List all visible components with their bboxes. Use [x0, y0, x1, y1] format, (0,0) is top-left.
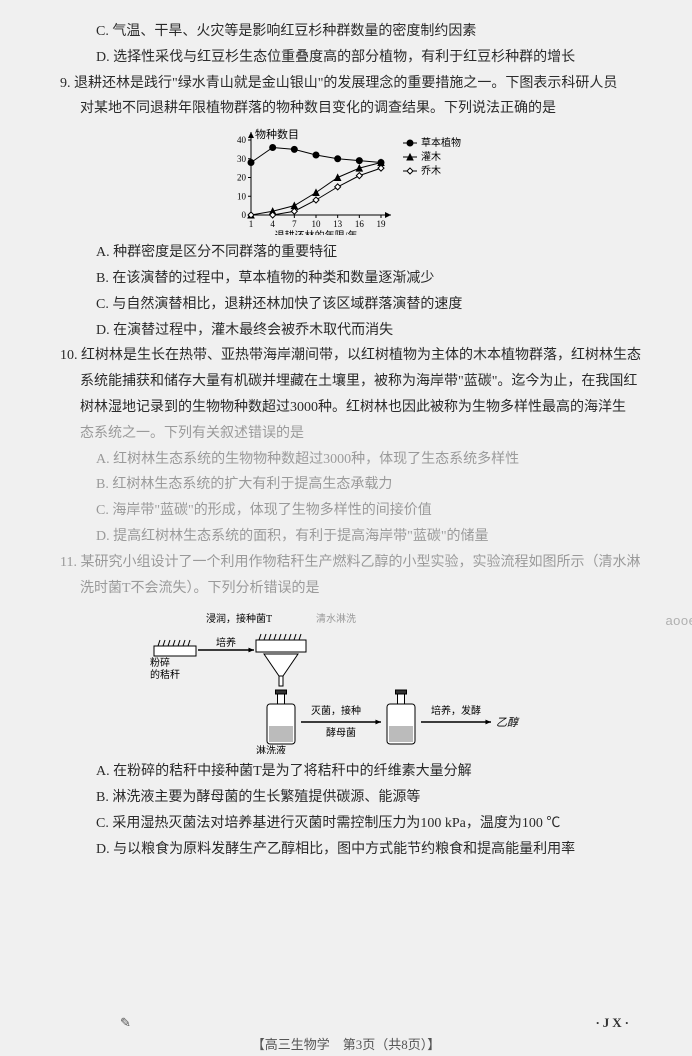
svg-text:16: 16	[355, 219, 365, 229]
q11-opt-d: D. 与以粮食为原料发酵生产乙醇相比，图中方式能节约粮食和提高能量利用率	[40, 838, 652, 862]
q11-opt-c: C. 采用湿热灭菌法对培养基进行灭菌时需控制压力为100 kPa，温度为100 …	[40, 812, 652, 836]
q9-stem-1: 9. 退耕还林是践行"绿水青山就是金山银山"的发展理念的重要措施之一。下图表示科…	[40, 72, 652, 96]
svg-text:20: 20	[237, 173, 247, 183]
q11-opt-b: B. 淋洗液主要为酵母菌的生长繁殖提供碳源、能源等	[40, 786, 652, 810]
svg-text:7: 7	[292, 219, 297, 229]
svg-text:退耕还林的年限/年: 退耕还林的年限/年	[275, 229, 358, 235]
q9-opt-c: C. 与自然演替相比，退耕还林加快了该区域群落演替的速度	[40, 293, 652, 317]
q10-opt-d: D. 提高红树林生态系统的面积，有利于提高海岸带"蓝碳"的储量	[40, 525, 652, 549]
svg-text:4: 4	[270, 219, 275, 229]
q10-opt-c: C. 海岸带"蓝碳"的形成，体现了生物多样性的间接价值	[40, 499, 652, 523]
svg-text:清水淋洗: 清水淋洗	[316, 612, 356, 625]
svg-text:粉碎: 粉碎	[150, 656, 170, 669]
q10-line2: 系统能捕获和储存大量有机碳并埋藏在土壤里，被称为海岸带"蓝碳"。迄今为止，在我国…	[40, 370, 652, 394]
svg-text:培养，发酵: 培养，发酵	[431, 704, 481, 717]
q10-line3: 树林湿地记录到的生物物种数超过3000种。红树林也因此被称为生物多样性最高的海洋…	[40, 396, 652, 420]
svg-text:的秸秆: 的秸秆	[150, 668, 180, 681]
footer-center: 【高三生物学 第3页（共8页）】	[0, 1034, 692, 1056]
q8-opt-d: D. 选择性采伐与红豆杉生态位重叠度高的部分植物，有利于红豆杉种群的增长	[40, 46, 652, 70]
q8-opt-c: C. 气温、干旱、火灾等是影响红豆杉种群数量的密度制约因素	[40, 20, 652, 44]
q10-opt-a: A. 红树林生态系统的生物物种数超过3000种，体现了生态系统多样性	[40, 448, 652, 472]
q9-stem-2: 对某地不同退耕年限植物群落的物种数目变化的调查结果。下列说法正确的是	[40, 97, 652, 121]
svg-text:物种数目: 物种数目	[255, 127, 299, 141]
svg-text:培养: 培养	[216, 636, 236, 649]
svg-text:30: 30	[237, 154, 247, 164]
svg-text:乙醇: 乙醇	[496, 716, 520, 729]
q10-line4: 态系统之一。下列有关叙述错误的是	[40, 422, 652, 446]
q10-line1: 10. 红树林是生长在热带、亚热带海岸潮间带，以红树植物为主体的木本植物群落，红…	[40, 344, 652, 368]
q9-opt-a: A. 种群密度是区分不同群落的重要特征	[40, 241, 652, 265]
q9-opt-d: D. 在演替过程中，灌木最终会被乔木取代而消失	[40, 319, 652, 343]
q11-line2: 洗时菌T不会流失）。下列分析错误的是	[40, 577, 652, 601]
q11-line1: 11. 某研究小组设计了一个利用作物秸秆生产燃料乙醇的小型实验，实验流程如图所示…	[40, 551, 652, 575]
svg-text:灌木: 灌木	[421, 151, 441, 163]
svg-text:13: 13	[333, 219, 343, 229]
svg-text:浸润，接种菌T: 浸润，接种菌T	[206, 612, 272, 625]
svg-text:40: 40	[237, 135, 247, 145]
pencil-icon: ✎	[120, 1012, 131, 1034]
svg-text:10: 10	[312, 219, 322, 229]
footer-right: ·JX·	[595, 1012, 632, 1034]
svg-text:灭菌，接种: 灭菌，接种	[311, 704, 361, 717]
q11-flow-diagram: 粉碎的秸秆浸润，接种菌T清水淋洗培养淋洗液灭菌，接种酵母菌培养，发酵乙醇 aoo…	[40, 604, 652, 754]
svg-text:10: 10	[237, 191, 247, 201]
svg-text:19: 19	[377, 219, 387, 229]
q9-opt-b: B. 在该演替的过程中，草本植物的种类和数量逐渐减少	[40, 267, 652, 291]
q11-opt-a: A. 在粉碎的秸秆中接种菌T是为了将秸秆中的纤维素大量分解	[40, 760, 652, 784]
svg-text:草本植物: 草本植物	[421, 136, 461, 149]
watermark: aooedu.com	[665, 610, 692, 632]
svg-text:酵母菌: 酵母菌	[326, 727, 356, 739]
svg-text:1: 1	[249, 219, 254, 229]
svg-text:0: 0	[242, 210, 247, 220]
svg-text:淋洗液: 淋洗液	[256, 744, 286, 754]
q9-chart: 0 10 20 30 40 1 4 7 10 13 16 19 物种数目退耕还林的年限/年 草本植物灌木乔…	[40, 125, 652, 235]
q10-opt-b: B. 红树林生态系统的扩大有利于提高生态承载力	[40, 473, 652, 497]
svg-text:乔木: 乔木	[421, 165, 441, 177]
